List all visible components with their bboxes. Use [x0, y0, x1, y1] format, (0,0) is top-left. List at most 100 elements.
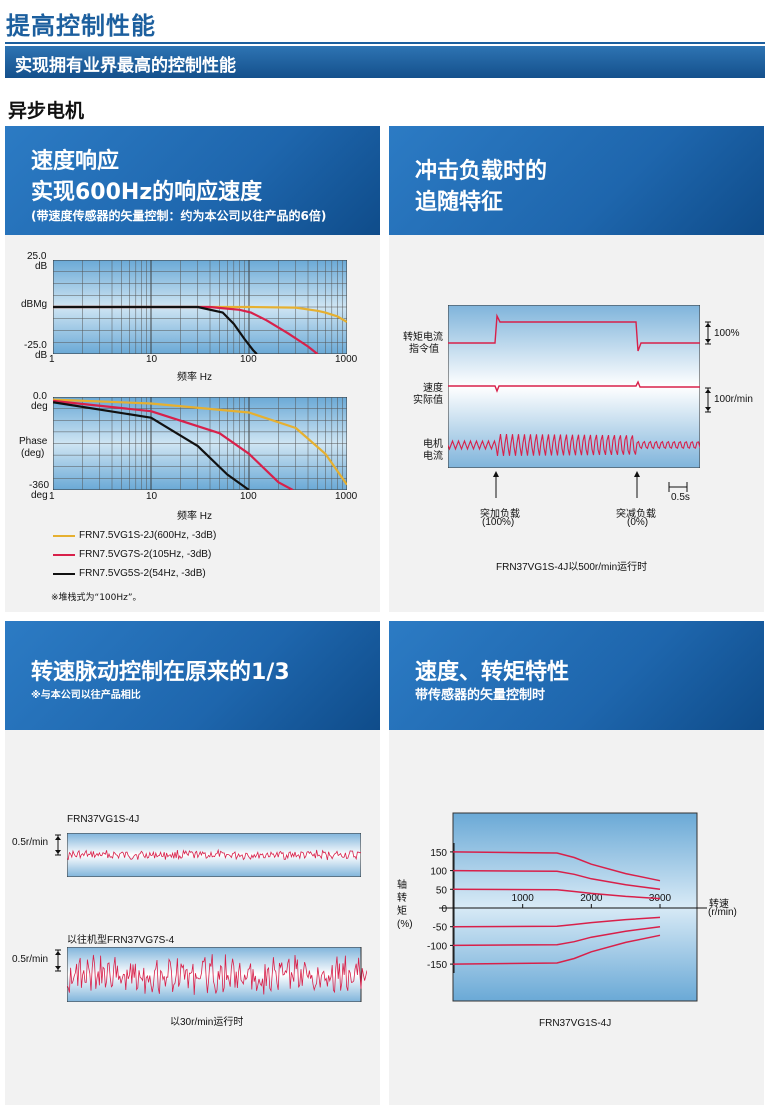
sub-heading: 异步电机: [8, 100, 85, 122]
series-line: [53, 398, 347, 486]
x-tick-label: 3000: [649, 893, 672, 904]
speed-response-subtitle: (带速度传感器的矢量控制：约为本公司以往产品的6倍): [31, 209, 327, 223]
legend-label: FRN7.5VG7S-2(105Hz, -3dB): [79, 549, 212, 560]
gain-x-tick-1000: 1000: [335, 354, 358, 365]
impact-load-title1: 冲击负载时的: [415, 159, 548, 184]
stack-note: ※堆栈式为“100Hz”。: [51, 593, 142, 603]
trace3-label-a: 电机: [423, 439, 443, 450]
phase-top-label: 0.0: [33, 391, 47, 402]
impact-caption: FRN37VG1S-4J以500r/min运行时: [496, 562, 648, 573]
y-tick-label: 150: [430, 848, 447, 859]
speed-response-title1: 速度响应: [31, 149, 120, 174]
ripple1-scale-marker-arrow: [55, 836, 61, 840]
gain-x-tick-100: 100: [240, 354, 257, 365]
scale2-label: 100r/min: [714, 394, 753, 405]
legend-swatch-red: [53, 553, 75, 556]
torque-curve: [452, 888, 661, 900]
torque-x-label2: (r/min): [708, 907, 737, 918]
event1-label-b: (100%): [482, 517, 515, 528]
ripple-trace: [67, 848, 361, 861]
impact-load-panel: 冲击负载时的 追随特征 转矩电流 指令值 速度 实际值 电机 电流 100% 1…: [389, 126, 764, 612]
torque-y-label: 轴转矩(%): [397, 880, 413, 930]
ripple2-plot: [67, 947, 367, 1002]
ripple2-scale-marker-arrow: [55, 951, 61, 955]
gain-bottom-label: -25.0: [24, 340, 47, 351]
phase-mid-label: Phase: [19, 436, 48, 447]
speed-response-title2: 实现600Hz的响应速度: [31, 180, 263, 205]
series-line: [53, 305, 347, 323]
ripple-trace: [67, 954, 367, 995]
title-rule: [5, 42, 765, 44]
torque-x-label1: 转速: [709, 899, 729, 910]
x-tick-label: 2000: [580, 893, 603, 904]
event1-label-a: 突加负载: [480, 509, 520, 520]
trace2-label-a: 速度: [423, 383, 443, 394]
phase-top-unit: deg: [31, 401, 48, 412]
series-line: [53, 305, 258, 354]
ripple-header: 转速脉动控制在原来的1/3 ※与本公司以往产品相比: [5, 621, 380, 730]
ripple2-scale-marker-arrow: [55, 966, 61, 970]
event1-arrow-head: [493, 471, 499, 477]
gain-x-tick-10: 10: [146, 354, 158, 365]
speed-response-legend: FRN7.5VG1S-2J(600Hz, -3dB) FRN7.5VG7S-2(…: [53, 526, 216, 583]
trace1-label-a: 转矩电流: [403, 332, 443, 343]
phase-mid-unit: (deg): [21, 448, 45, 459]
section-bar: 实现拥有业界最高的控制性能: [5, 46, 765, 78]
trace3-label-b: 电流: [423, 451, 443, 462]
legend-swatch-black: [53, 572, 75, 575]
gain-plot: [53, 260, 347, 354]
series-line: [53, 401, 250, 490]
y-tick-label: -100: [427, 941, 447, 952]
y-tick-label: -50: [433, 923, 448, 934]
legend-label: FRN7.5VG5S-2(54Hz, -3dB): [79, 568, 206, 579]
gain-top-unit: dB: [35, 261, 48, 272]
gain-mid-label: dBMg: [21, 299, 48, 310]
torque-curve: [452, 925, 661, 947]
gain-x-tick-1: 1: [49, 354, 55, 365]
impact-scale-markers: [493, 321, 711, 498]
y-tick-label: 0: [441, 904, 447, 915]
phase-x-tick-1000: 1000: [335, 491, 358, 502]
torque-plot: 150 100 50 0 -50 -100 -150 1000 2000 3000: [427, 812, 707, 1002]
speed-trace: [448, 380, 700, 393]
ripple-caption: 以30r/min运行时: [170, 1017, 244, 1028]
ripple-trace1-scale: 0.5r/min: [12, 837, 49, 848]
y-tick-label: 50: [436, 885, 448, 896]
phase-x-label: 频率 Hz: [177, 511, 212, 522]
torque-curve: [452, 934, 661, 965]
legend-swatch-yellow: [53, 534, 75, 537]
speed-response-header: 速度响应 实现600Hz的响应速度 (带速度传感器的矢量控制：约为本公司以往产品…: [5, 126, 380, 235]
scale-100rpm-marker-arrow: [705, 407, 711, 411]
phase-plot: [53, 397, 347, 490]
gain-x-label: 频率 Hz: [177, 372, 212, 383]
time-scale-label: 0.5s: [671, 492, 690, 503]
phase-bottom-label: -360: [29, 480, 50, 491]
ripple-trace2-title: 以往机型FRN37VG7S-4: [67, 935, 175, 946]
impact-plot: [448, 305, 700, 468]
torque-speed-title: 速度、转矩特性: [415, 660, 570, 685]
legend-item: FRN7.5VG5S-2(54Hz, -3dB): [53, 564, 216, 583]
event2-arrow-head: [634, 471, 640, 477]
torque-curve: [452, 851, 661, 882]
plot-area: [452, 812, 698, 1002]
impact-load-header: 冲击负载时的 追随特征: [389, 126, 764, 235]
torque-curve: [452, 869, 661, 891]
torque-speed-header: 速度、转矩特性 带传感器的矢量控制时: [389, 621, 764, 730]
phase-x-tick-100: 100: [240, 491, 257, 502]
ripple1-scale-marker-arrow: [55, 850, 61, 854]
torque-speed-subtitle: 带传感器的矢量控制时: [415, 688, 546, 703]
ripple-trace1-title: FRN37VG1S-4J: [67, 814, 140, 825]
x-tick-label: 1000: [512, 893, 535, 904]
ripple-trace2-scale: 0.5r/min: [12, 954, 49, 965]
torque-current-trace: [448, 313, 700, 352]
scale-100pct-marker-arrow: [705, 339, 711, 343]
y-tick-label: -150: [427, 960, 447, 971]
phase-bottom-unit: deg: [31, 490, 48, 501]
legend-item: FRN7.5VG1S-2J(600Hz, -3dB): [53, 526, 216, 545]
torque-curve: [452, 916, 661, 928]
legend-item: FRN7.5VG7S-2(105Hz, -3dB): [53, 545, 216, 564]
ripple-title: 转速脉动控制在原来的1/3: [31, 660, 290, 685]
event2-label-a: 突减负载: [616, 509, 656, 520]
series-line: [53, 305, 319, 354]
speed-response-panel: 速度响应 实现600Hz的响应速度 (带速度传感器的矢量控制：约为本公司以往产品…: [5, 126, 380, 612]
